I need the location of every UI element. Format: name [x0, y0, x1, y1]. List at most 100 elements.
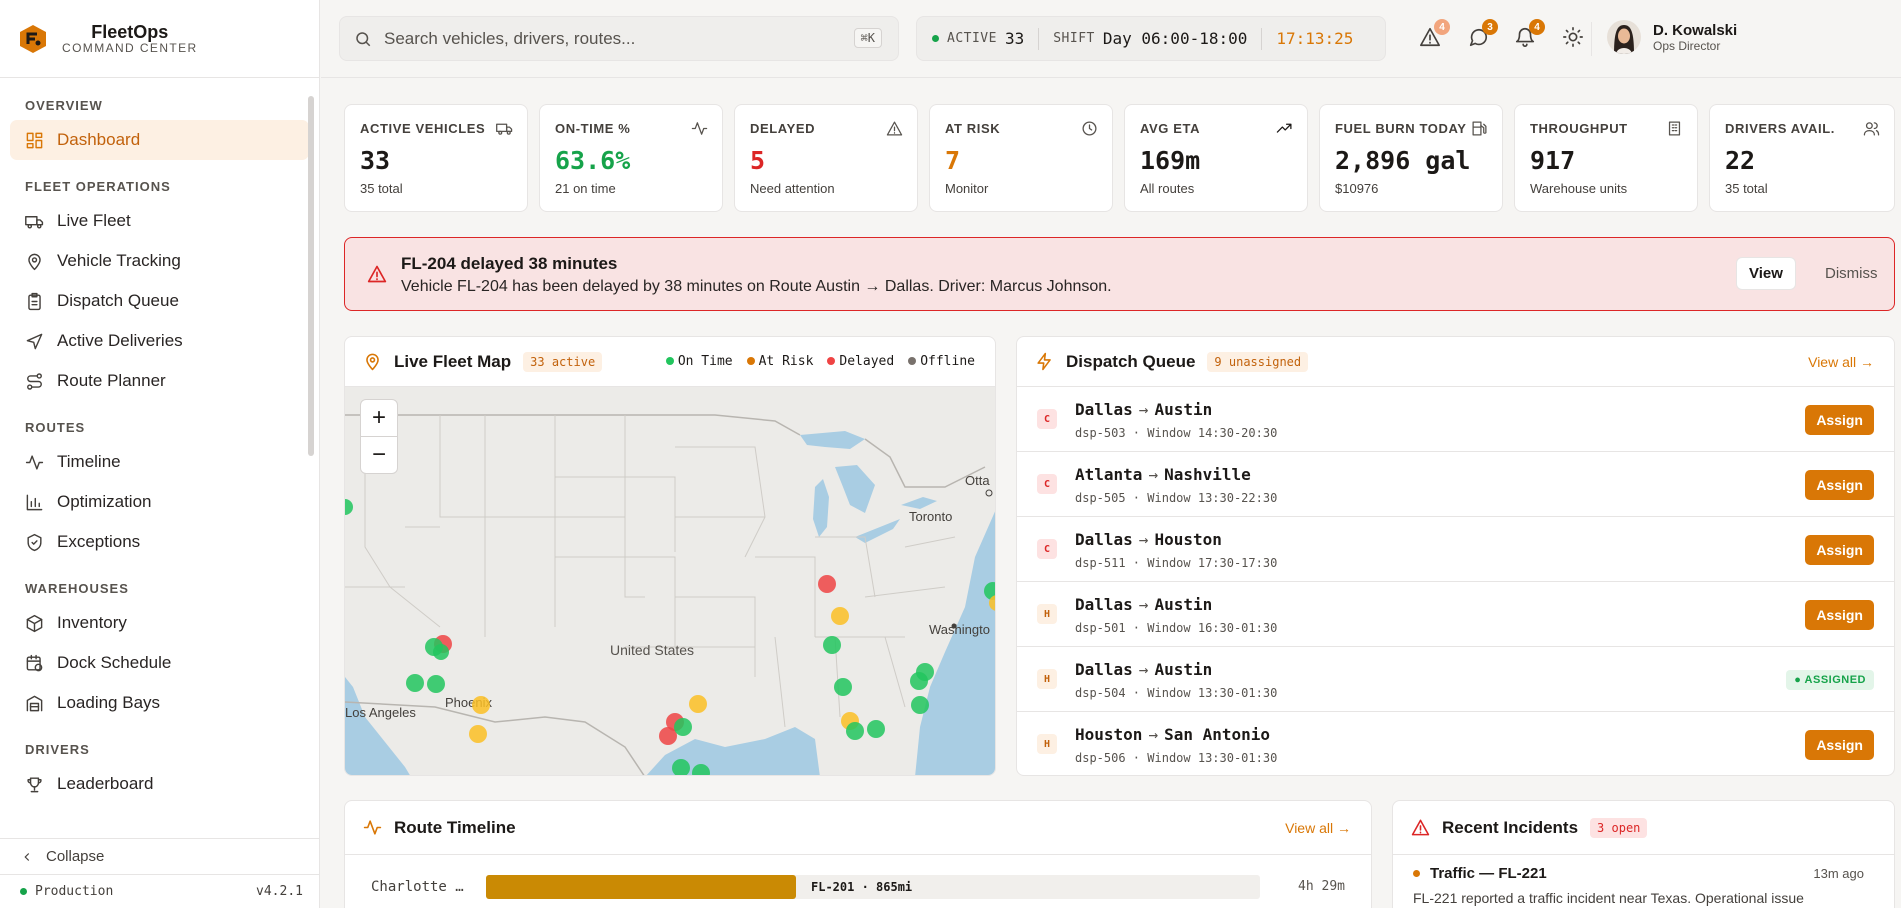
kpi-sub: All routes [1140, 181, 1195, 196]
zoom-in-button[interactable]: + [360, 399, 398, 437]
timeline-route-name: Charlotte … [371, 879, 464, 895]
kpi-card-drivers-available[interactable]: DRIVERS AVAIL. 22 35 total [1709, 104, 1895, 212]
brand[interactable]: FleetOps COMMAND CENTER [0, 0, 319, 78]
sidebar-item-live-fleet[interactable]: Live Fleet [10, 201, 309, 241]
kpi-card-at-risk[interactable]: AT RISK 7 Monitor [929, 104, 1113, 212]
zoom-out-button[interactable]: − [360, 436, 398, 474]
incident-item[interactable]: Traffic — FL-221 13m ago FL-221 reported… [1413, 865, 1874, 906]
vehicle-marker-on-time [674, 718, 692, 736]
environment-footer: Production v4.2.1 [0, 874, 319, 908]
kpi-card-on-time[interactable]: ON-TIME % 63.6% 21 on time [539, 104, 723, 212]
sidebar-item-label: Timeline [57, 452, 121, 471]
vehicle-markers[interactable] [345, 499, 996, 776]
collapse-button[interactable]: Collapse [0, 838, 319, 874]
shift-label: SHIFT [1053, 31, 1095, 46]
route-label: Atlanta → Nashville [1075, 465, 1251, 484]
search-input[interactable] [384, 28, 824, 49]
search-box[interactable]: ⌘K [339, 16, 899, 61]
clock: 17:13:25 [1276, 29, 1354, 48]
timeline-title: Route Timeline [394, 817, 516, 837]
queue-row[interactable]: H Dallas → Austin dsp-504 · Window 13:30-0… [1017, 648, 1894, 712]
sun-icon [1563, 27, 1583, 47]
gulf-area [646, 727, 820, 775]
alert-triangle-icon [367, 265, 387, 283]
nav-section-warehouses: WAREHOUSES [25, 581, 129, 596]
alerts-button[interactable]: 4 [1419, 19, 1450, 50]
lake-erie [855, 519, 900, 543]
sidebar-item-label: Dock Schedule [57, 653, 172, 672]
kpi-value: 169m [1140, 146, 1201, 175]
lake-huron [835, 465, 875, 513]
sidebar-item-inventory[interactable]: Inventory [10, 603, 309, 643]
sidebar-item-route-planner[interactable]: Route Planner [10, 361, 309, 401]
queue-row[interactable]: C Atlanta → Nashville dsp-505 · Window 13:… [1017, 453, 1894, 517]
legend-at-risk: At Risk [746, 354, 813, 369]
kpi-sub: 35 total [360, 181, 403, 196]
kpi-card-active-vehicles[interactable]: ACTIVE VEHICLES 33 35 total [344, 104, 528, 212]
lake-superior [800, 431, 865, 449]
map-pin-icon [28, 253, 41, 270]
avatar [1607, 20, 1641, 54]
kpi-value: 63.6% [555, 146, 631, 175]
map-label-los-angeles: Los Angeles [345, 705, 416, 720]
bar-chart-icon [26, 494, 43, 510]
timeline-row[interactable]: Charlotte … FL-201 · 865mi 4h 29m [345, 873, 1371, 901]
messages-button[interactable]: 3 [1467, 19, 1498, 50]
queue-row[interactable]: H Houston → San Antonio dsp-506 · Window 1… [1017, 713, 1894, 775]
kpi-card-throughput[interactable]: THROUGHPUT 917 Warehouse units [1514, 104, 1698, 212]
kpi-card-avg-eta[interactable]: AVG ETA 169m All routes [1124, 104, 1308, 212]
active-label: ACTIVE [947, 31, 997, 46]
queue-row[interactable]: C Dallas → Austin dsp-503 · Window 14:30-2… [1017, 388, 1894, 452]
alert-dismiss-button[interactable]: Dismiss [1825, 265, 1878, 282]
queue-row[interactable]: H Dallas → Austin dsp-501 · Window 16:30-0… [1017, 583, 1894, 647]
sidebar-item-dock-schedule[interactable]: Dock Schedule [10, 643, 309, 683]
kpi-card-delayed[interactable]: DELAYED 5 Need attention [734, 104, 918, 212]
sidebar-scrollbar[interactable] [307, 86, 315, 828]
sidebar-item-dispatch-queue[interactable]: Dispatch Queue [10, 281, 309, 321]
vehicle-marker-at-risk [689, 695, 707, 713]
dispatch-meta: dsp-505 · Window 13:30-22:30 [1075, 491, 1278, 505]
kpi-sub: Monitor [945, 181, 989, 196]
assign-button[interactable]: Assign [1805, 470, 1874, 500]
sidebar-item-leaderboard[interactable]: Leaderboard [10, 764, 309, 804]
calendar-clock-icon [26, 654, 43, 671]
assign-button[interactable]: Assign [1805, 535, 1874, 565]
fleet-map[interactable]: United States Phoenix Los Angeles Toront… [345, 387, 996, 776]
map-pin-icon [366, 353, 379, 371]
sidebar-item-active-deliveries[interactable]: Active Deliveries [10, 321, 309, 361]
sidebar-item-loading-bays[interactable]: Loading Bays [10, 683, 309, 723]
sidebar-item-optimization[interactable]: Optimization [10, 482, 309, 522]
sidebar-item-exceptions[interactable]: Exceptions [10, 522, 309, 562]
activity-icon [691, 122, 708, 135]
timeline-progress-bar [486, 875, 796, 899]
shift-value: Day 06:00-18:00 [1102, 29, 1248, 48]
queue-view-all-link[interactable]: View all → [1808, 353, 1874, 370]
vehicle-marker-at-risk [472, 696, 490, 714]
vehicle-marker-on-time [692, 764, 710, 775]
warehouse-icon [26, 695, 43, 711]
assign-button[interactable]: Assign [1805, 730, 1874, 760]
user-menu[interactable]: D. Kowalski Ops Director [1607, 20, 1737, 54]
notifications-button[interactable]: 4 [1514, 19, 1545, 50]
theme-toggle-button[interactable] [1562, 26, 1586, 50]
environment-status: Production [20, 884, 113, 899]
route-label: Dallas → Austin [1075, 595, 1213, 614]
fuel-icon [1472, 121, 1487, 136]
assign-button[interactable]: Assign [1805, 405, 1874, 435]
route-timeline-panel: Route Timeline View all → Charlotte … FL… [344, 800, 1372, 908]
nav-section-overview: OVERVIEW [25, 98, 103, 113]
alert-title: FL-204 delayed 38 minutes [401, 254, 618, 273]
kpi-card-fuel-burn[interactable]: FUEL BURN TODAY 2,896 gal $10976 [1319, 104, 1503, 212]
sidebar-item-dashboard[interactable]: Dashboard [10, 120, 309, 160]
queue-row[interactable]: C Dallas → Houston dsp-511 · Window 17:30-… [1017, 518, 1894, 582]
assign-button[interactable]: Assign [1805, 600, 1874, 630]
atlantic-area [915, 511, 995, 775]
route-label: Dallas → Houston [1075, 530, 1222, 549]
environment-label: Production [35, 884, 114, 899]
brand-name: FleetOps [91, 22, 169, 42]
timeline-view-all-link[interactable]: View all → [1285, 819, 1351, 836]
sidebar-item-vehicle-tracking[interactable]: Vehicle Tracking [10, 241, 309, 281]
sidebar-item-timeline[interactable]: Timeline [10, 442, 309, 482]
alert-view-button[interactable]: View [1736, 257, 1796, 290]
kpi-label: DELAYED [750, 121, 816, 136]
